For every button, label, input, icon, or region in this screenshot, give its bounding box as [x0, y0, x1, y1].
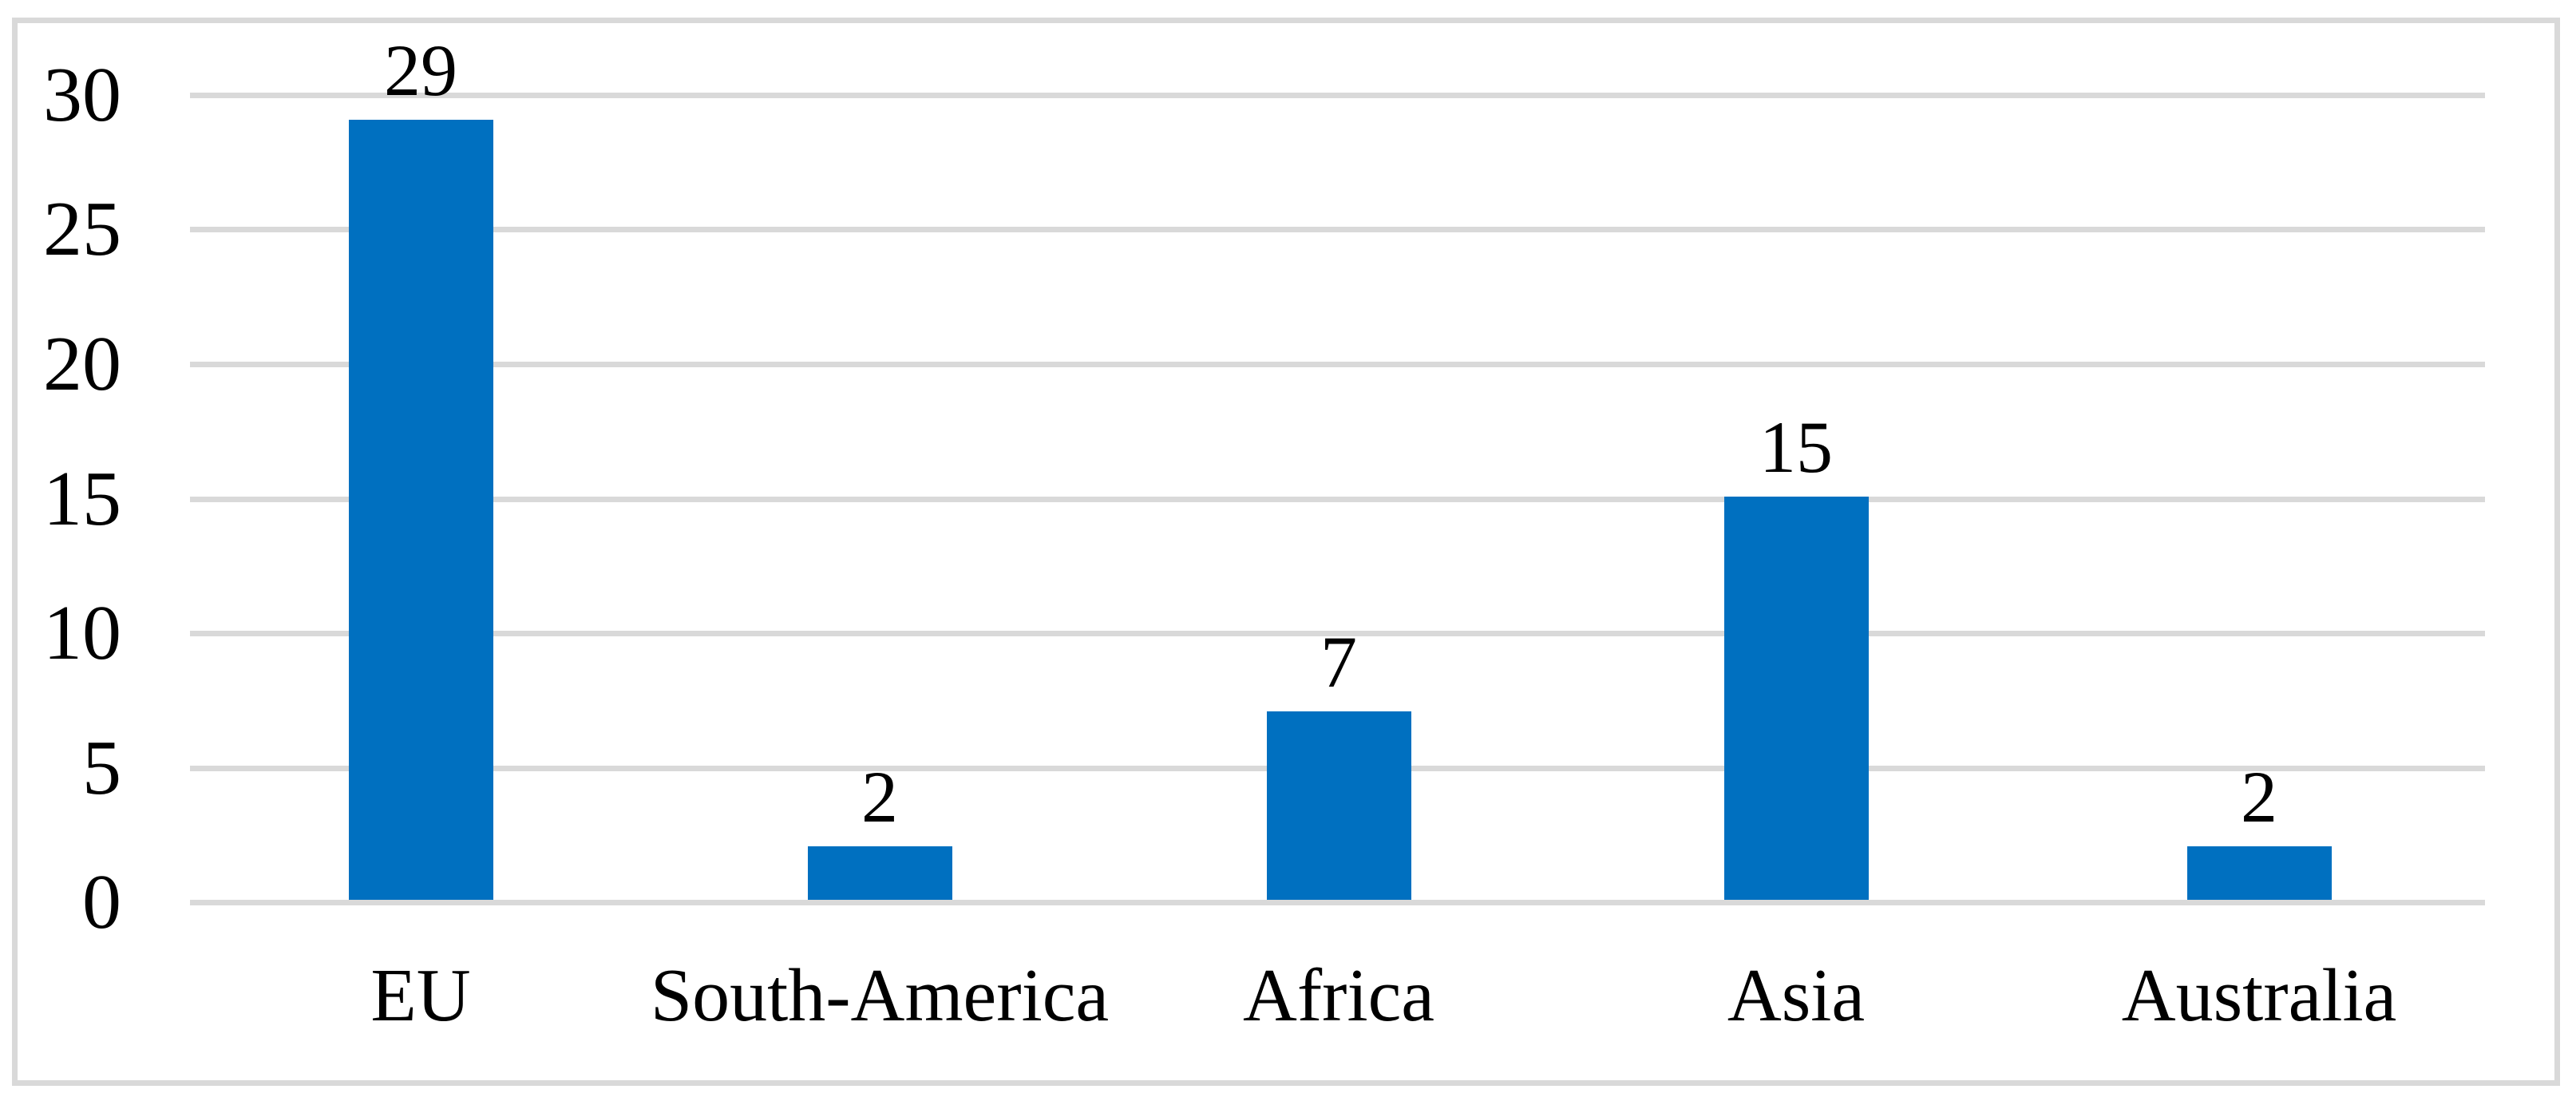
y-tick-label-25: 25	[43, 186, 121, 272]
data-label-south-america: 2	[861, 756, 898, 838]
category-label-africa: Africa	[1242, 954, 1435, 1037]
data-label-eu: 29	[384, 30, 457, 111]
y-tick-label-5: 5	[82, 725, 121, 811]
category-label-south-america: South-America	[650, 954, 1110, 1037]
y-tick-label-30: 30	[43, 52, 121, 138]
y-tick-label-0: 0	[82, 859, 121, 945]
gridline-15	[190, 497, 2485, 502]
bar-australia	[2186, 846, 2332, 900]
bar-south-america	[807, 846, 952, 900]
category-label-asia: Asia	[1727, 954, 1866, 1037]
bar-eu	[348, 120, 493, 900]
y-tick-label-20: 20	[43, 321, 121, 407]
gridline-30	[190, 93, 2485, 98]
gridline-20	[190, 362, 2485, 367]
y-tick-label-10: 10	[43, 590, 121, 676]
bar-asia	[1723, 497, 1869, 900]
bar-africa	[1266, 711, 1411, 900]
category-label-eu: EU	[370, 954, 471, 1037]
y-tick-label-15: 15	[43, 456, 121, 542]
gridline-25	[190, 227, 2485, 232]
data-label-africa: 7	[1320, 621, 1357, 703]
gridline-0	[190, 900, 2485, 905]
gridline-10	[190, 631, 2485, 636]
category-label-australia: Australia	[2121, 954, 2397, 1037]
data-label-australia: 2	[2241, 756, 2277, 838]
data-label-asia: 15	[1759, 406, 1833, 488]
